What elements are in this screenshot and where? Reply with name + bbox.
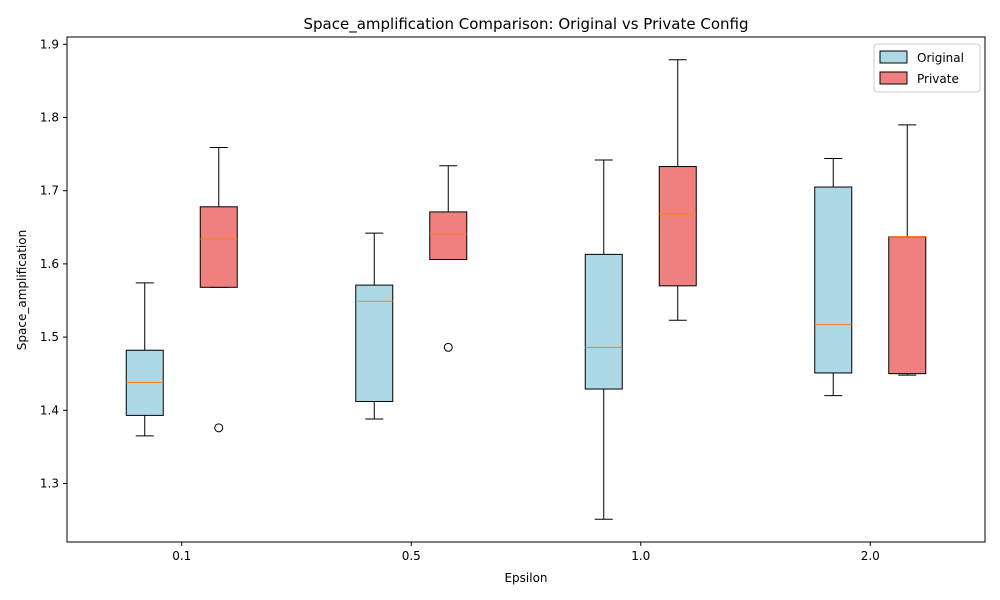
box	[355, 284, 394, 402]
y-tick-label: 1.3	[40, 476, 59, 490]
x-tick-label: 0.1	[172, 549, 191, 563]
box-original-1.0	[584, 159, 623, 520]
legend-label: Original	[917, 51, 964, 65]
box-private-1.0	[658, 59, 697, 321]
box-original-0.1	[125, 282, 164, 437]
axes-frame	[66, 36, 986, 543]
y-tick-label: 1.7	[40, 184, 59, 198]
y-tick-label: 1.9	[40, 37, 59, 51]
legend-label: Private	[917, 72, 959, 86]
box-original-2.0	[814, 157, 853, 397]
y-tick-label: 1.8	[40, 111, 59, 125]
legend-swatch	[879, 50, 908, 64]
legend: Original Private	[873, 43, 981, 93]
x-tick-label: 0.5	[402, 549, 421, 563]
chart-title: Space_amplification Comparison: Original…	[303, 15, 748, 34]
plot-area: 1.3 1.4 1.5 1.6 1.7 1.8 1.9 0.1 0.5 1.0 2.0	[40, 36, 986, 563]
x-tick-label: 2.0	[861, 549, 880, 563]
x-axis-label: Epsilon	[504, 571, 547, 585]
y-tick-label: 1.6	[40, 257, 59, 271]
box	[658, 166, 697, 287]
y-tick-label: 1.5	[40, 330, 59, 344]
y-axis-label: Space_amplification	[15, 230, 29, 350]
box	[814, 186, 853, 374]
box-private-0.5	[429, 165, 468, 352]
box	[584, 253, 623, 390]
x-tick-label: 1.0	[631, 549, 650, 563]
y-tick-label: 1.4	[40, 403, 59, 417]
box-private-0.1	[199, 147, 238, 433]
box	[429, 211, 468, 260]
box-private-2.0	[888, 124, 927, 376]
outlier-point	[443, 342, 453, 352]
outlier-point	[214, 423, 224, 433]
box	[199, 206, 238, 288]
box-original-0.5	[355, 232, 394, 420]
box	[888, 236, 927, 375]
legend-swatch	[879, 71, 908, 85]
